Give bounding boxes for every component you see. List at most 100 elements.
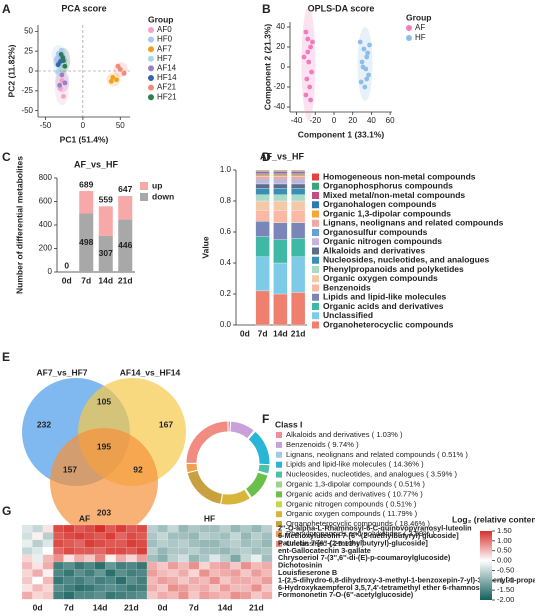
heatmap-cell [94,569,106,578]
y-axis-label: Component 2 (21.3%) [262,24,272,111]
legend-label: Lipids and lipid-like molecules ( 14.36%… [286,460,424,469]
bar-segment [255,174,270,177]
region-count: 167 [159,419,173,429]
legend-swatch [140,193,148,201]
heatmap-cell [251,539,262,548]
heatmap-cell [105,532,117,541]
x-tick-label: -50 [40,121,52,130]
legend-swatch [312,210,319,218]
x-tick-label: 14d [218,602,233,612]
x-tick-label: -40 [291,116,303,125]
legend-swatch [312,256,319,264]
heatmap-cell [136,524,148,533]
value-label: 307 [99,248,113,258]
heatmap-cell [199,576,210,585]
heatmap-cell [84,584,96,592]
point [108,78,114,84]
bar-segment [273,174,288,177]
heatmap-cell [240,547,252,555]
heatmap-cell [32,576,44,585]
heatmap-cell [105,524,117,533]
y-tick-label: 50 [24,26,33,35]
heatmap-cell [251,561,262,570]
heatmap-cell [240,591,252,600]
heatmap-cell [21,584,33,592]
heatmap-cell [261,532,273,541]
heatmap-cell [42,591,54,600]
bar-segment [255,290,270,326]
heatmap-cell [63,569,75,578]
legend-marker [148,65,154,72]
x-axis-label: PC1 (51.4%) [60,134,109,144]
x-tick-label: 40 [367,116,376,125]
point [57,82,63,88]
heatmap-cell [42,524,54,533]
point [307,84,313,90]
row-label: 6-Hydroxykaempferol 3,5,7,4'-tetramethyl… [278,583,490,592]
point [58,51,64,57]
heatmap-cell [199,547,210,555]
heatmap-cell [53,539,64,548]
colorbar-tick-label: 0.00 [497,556,512,565]
heatmap-cell [74,554,85,563]
legend-swatch [276,521,282,528]
point [55,62,61,68]
legend-swatch [312,201,319,209]
y-tick-label: 0.4 [220,258,232,267]
heatmap-cell [21,576,33,585]
heatmap-cell [53,554,64,563]
heatmap-cell [74,561,85,570]
legend-label: HF14 [157,73,177,82]
heatmap-cell [230,524,242,533]
colorbar-tick-label: 1.00 [497,536,512,545]
donut-segment [185,420,229,464]
heatmap-cell [53,547,64,555]
x-tick-label: 7d [81,275,91,285]
bar-segment [98,206,113,236]
bar-segment [273,194,288,202]
heatmap-cell [209,554,221,563]
y-axis-label: Number of differential metabolites [14,156,24,294]
legend-label: Lipids and lipid-like molecules [323,292,447,302]
heatmap-cell [157,569,169,578]
bar-segment [291,188,306,195]
heatmap-cell [230,591,242,600]
heatmap-cell [115,554,127,563]
legend-swatch [276,511,282,518]
heatmap-cell [63,539,75,548]
legend-swatch [276,471,282,478]
heatmap-cell [94,524,106,533]
heatmap-cell [53,532,64,541]
heatmap-cell [251,591,262,600]
heatmap-cell [199,524,210,533]
legend-label: Nucleosides, nucleotides, and analogues [323,255,490,265]
legend-label: Unclassified [323,310,373,320]
heatmap-cell [84,524,96,533]
x-axis-label: Component 1 (33.1%) [298,129,385,139]
heatmap-cell [21,591,33,600]
point [362,84,368,90]
x-tick-label: 50 [116,121,125,130]
legend-label: HF [415,33,426,42]
bar-segment [273,239,288,264]
bar-segment [291,183,306,189]
x-tick-label: 21d [249,602,264,612]
heatmap-cell [167,554,179,563]
heatmap-cell [251,576,262,585]
heatmap-cell [84,554,96,563]
point [301,54,307,60]
heatmap-cell [105,569,117,578]
heatmap-cell [188,561,200,570]
bar-segment [273,179,288,182]
legend-label: Benzenoids [323,282,371,292]
bar-segment [291,176,306,180]
heatmap-cell [63,576,75,585]
heatmap-cell [74,569,85,578]
heatmap-cell [209,591,221,600]
heatmap-cell [261,524,273,533]
legend-swatch [312,284,319,292]
heatmap-cell [209,547,221,555]
y-tick-label: -25 [21,86,33,95]
heatmap-cell [251,547,262,555]
bar-segment [255,256,270,292]
